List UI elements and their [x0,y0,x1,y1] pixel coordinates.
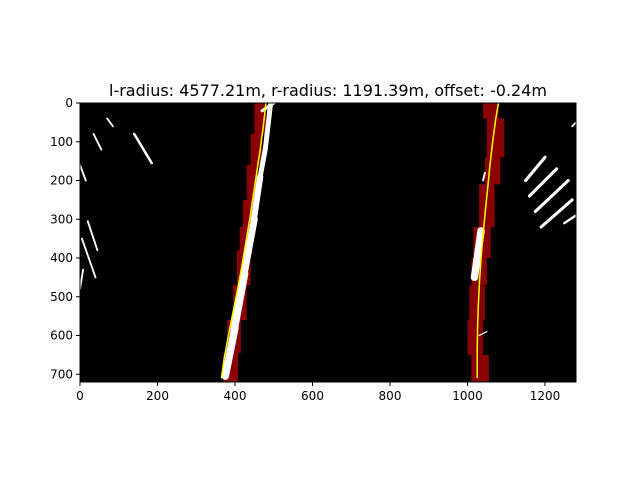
y-tick-label: 300 [50,212,73,226]
x-tick-label: 200 [146,389,169,403]
lane-pixel-segment [81,237,97,279]
search-window [486,118,505,158]
lane-pixel-segment [524,155,547,183]
lane-pixel-segment [257,147,268,180]
lane-pixel-segment [482,171,486,182]
y-axis: 0 100 200 300 400 500 600 700 [50,96,80,381]
search-window [467,320,483,355]
y-tick-label: 100 [50,135,73,149]
lane-pixel-segment [92,133,103,151]
x-tick-label: 600 [301,389,324,403]
y-tick-label: 500 [50,290,73,304]
x-tick-label: 0 [76,389,84,403]
lane-pixel-segment [230,269,249,334]
lane-pixel-segment [86,220,99,252]
lane-pixel-segment [563,214,578,225]
search-window [471,354,489,382]
lane-pixel-segment [539,198,574,229]
lane-pixel-segment [478,331,488,337]
lane-pixel-segment [527,167,559,198]
search-window [250,134,263,165]
lane-pixel-segment [470,227,485,282]
search-window [254,103,266,134]
x-tick-label: 400 [224,389,247,403]
plot-area [79,100,578,383]
lane-fit-line [220,102,267,379]
x-tick-label: 1000 [452,389,483,403]
lane-pixel-segment [221,324,239,380]
lane-pixel-segment [240,215,258,279]
y-tick-label: 200 [50,174,73,188]
search-window [483,103,499,119]
search-window [242,199,255,227]
lane-pixel-segment [250,173,264,225]
plot-frame [79,102,577,383]
lane-pixel-segment [133,132,153,165]
y-tick-label: 600 [50,329,73,343]
x-tick-label: 800 [379,389,402,403]
lane-pixel-segment [79,164,87,182]
y-tick-label: 400 [50,251,73,265]
search-window [479,184,495,227]
lane-fit-lines [220,102,500,379]
search-window [469,285,485,320]
chart-title: l-radius: 4577.21m, r-radius: 1191.39m, … [109,81,547,100]
lane-pixel-segment [262,100,274,152]
y-tick-label: 700 [50,367,73,381]
search-window [484,157,501,185]
lane-pixel-segment [533,178,570,214]
lane-pixels [79,100,578,380]
x-axis: 0 200 400 600 800 1000 1200 [76,382,560,403]
search-window [246,165,259,200]
lane-pixel-segment [571,121,577,128]
x-tick-label: 1200 [530,389,561,403]
lane-fit-line [476,102,500,379]
lane-pixel-segment [106,117,114,128]
lane-pixel-segment [260,101,276,113]
y-tick-label: 0 [65,96,73,110]
lane-pixel-segment [79,268,85,290]
